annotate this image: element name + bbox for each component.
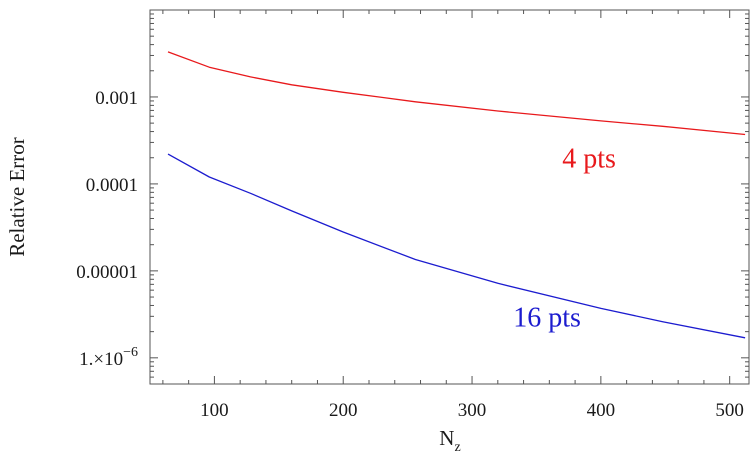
series-lines xyxy=(167,51,746,339)
series-line-16-pts xyxy=(167,153,746,339)
y-tick-label: 0.00001 xyxy=(76,262,138,283)
x-tick-label: 400 xyxy=(587,400,616,421)
y-tick-label: 0.0001 xyxy=(86,175,138,196)
series-annotation: 4 pts xyxy=(562,143,616,174)
series-annotation: 16 pts xyxy=(513,302,581,333)
y-tick-label-text: 0.0001 xyxy=(86,175,138,196)
y-tick-label: 1.×10−6 xyxy=(79,345,138,370)
x-axis-label: Nz xyxy=(439,426,460,455)
y-tick-label-text: 1.×10 xyxy=(79,349,123,370)
x-tick-label: 500 xyxy=(715,400,744,421)
x-tick-label: 300 xyxy=(458,400,487,421)
y-tick-label-text: 0.00001 xyxy=(76,262,138,283)
plot-frame xyxy=(149,9,750,385)
series-annotations: 4 pts 16 pts xyxy=(513,143,616,333)
series-line-4-pts xyxy=(167,51,746,136)
x-tick-label: 200 xyxy=(329,400,358,421)
y-tick-label-text: 0.001 xyxy=(95,88,138,109)
x-tick-label: 100 xyxy=(200,400,229,421)
y-tick-label-exponent: −6 xyxy=(123,345,138,360)
y-axis-label: Relative Error xyxy=(5,137,29,257)
x-axis-label-subscript: z xyxy=(454,440,460,455)
y-tick-label: 0.001 xyxy=(95,88,138,109)
x-ticks: 100 200 300 400 500 xyxy=(162,10,744,421)
x-axis-label-main: N xyxy=(439,426,454,450)
y-ticks: 0.001 0.0001 0.00001 1.×10−6 xyxy=(76,13,749,378)
